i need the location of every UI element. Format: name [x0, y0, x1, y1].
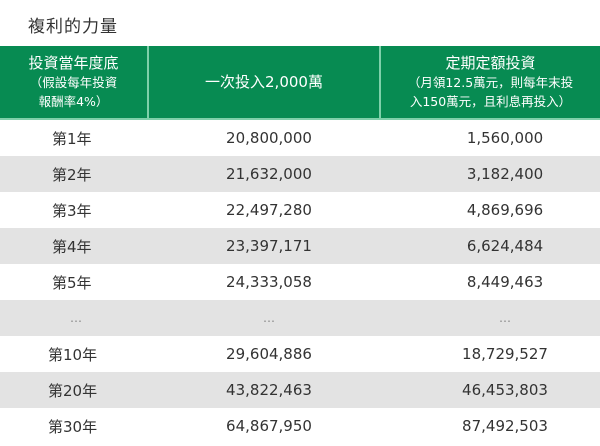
header-periodic: 定期定額投資 （月領12.5萬元，則每年末投 入150萬元，且利息再投入）	[380, 46, 600, 119]
table-row: 第3年 22,497,280 4,869,696	[52, 201, 544, 220]
table-header-row: 投資當年度底 （假設每年投資 報酬率4%） 一次投入2,000萬 定期定額投資 …	[0, 46, 600, 119]
table-row: 第2年 21,632,000 3,182,400	[0, 156, 600, 192]
header-year: 投資當年度底 （假設每年投資 報酬率4%）	[0, 46, 149, 119]
ellipsis-row: ………	[0, 300, 600, 336]
table-row: 第30年 64,867,950 87,492,503	[48, 417, 548, 436]
page-title: 複利的力量	[28, 17, 118, 37]
table-row: 第1年 20,800,000 1,560,000	[52, 129, 544, 148]
compound-interest-table: 投資當年度底 （假設每年投資 報酬率4%） 一次投入2,000萬 定期定額投資 …	[0, 46, 600, 444]
table-row: 第10年 29,604,886 18,729,527	[48, 345, 548, 364]
table-row: 第20年 43,822,463 46,453,803	[0, 372, 600, 408]
header-lump-sum: 一次投入2,000萬	[148, 46, 381, 119]
table-row: 第5年 24,333,058 8,449,463	[52, 273, 544, 292]
table-row: 第4年 23,397,171 6,624,484	[0, 228, 600, 264]
